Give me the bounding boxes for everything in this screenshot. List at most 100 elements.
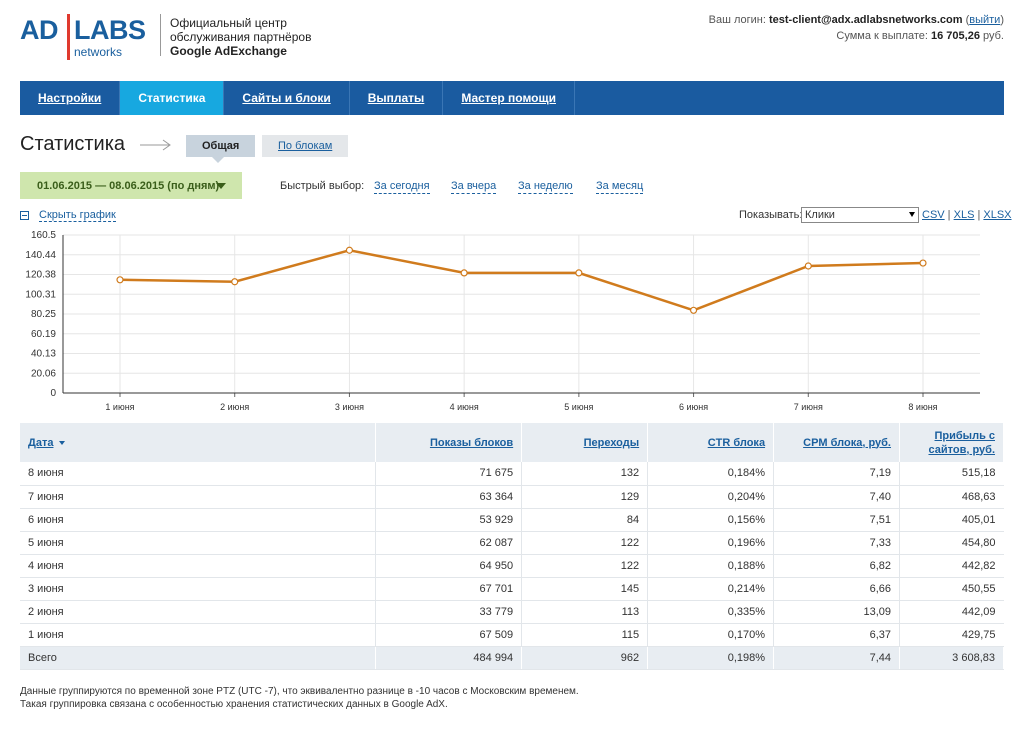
table-cell: 3 608,83 xyxy=(899,646,1004,670)
data-point xyxy=(575,269,583,277)
table-cell: 6,66 xyxy=(773,577,900,601)
table-cell: 0,188% xyxy=(647,554,775,578)
table-cell: 442,82 xyxy=(899,554,1004,578)
nav-sites-blocks[interactable]: Сайты и блоки xyxy=(224,81,350,115)
adlabs-logo[interactable]: AD LABS networks xyxy=(20,14,160,62)
table-cell: 0,214% xyxy=(647,577,775,601)
table-row: 8 июня 71 675 132 0,184% 7,19 515,18 xyxy=(20,462,1004,486)
payout-label: Сумма к выплате: xyxy=(836,30,928,42)
table-cell: 145 xyxy=(521,577,649,601)
nav-help-wizard[interactable]: Мастер помощи xyxy=(443,81,575,115)
col-impressions-header[interactable]: Показы блоков xyxy=(375,423,523,462)
logo-bar xyxy=(67,14,70,60)
nav-payments[interactable]: Выплаты xyxy=(350,81,444,115)
tab-by-blocks[interactable]: По блокам xyxy=(262,135,349,157)
timezone-footnote: Данные группируются по временной зоне PT… xyxy=(20,685,579,711)
chevron-down-icon xyxy=(216,183,226,189)
payout-unit: руб. xyxy=(983,30,1004,42)
export-links: CSV | XLS | XLSX xyxy=(922,209,1012,221)
hide-graph-toggle[interactable]: Скрыть график xyxy=(20,209,116,222)
table-cell: 132 xyxy=(521,462,649,486)
table-cell: 8 июня xyxy=(20,462,377,486)
table-cell: 7 июня xyxy=(20,485,377,509)
table-cell: 71 675 xyxy=(375,462,523,486)
table-cell: 115 xyxy=(521,623,649,647)
data-point xyxy=(116,276,124,284)
table-cell: 5 июня xyxy=(20,531,377,555)
y-tick-label: 120.38 xyxy=(25,270,56,281)
col-clicks-header[interactable]: Переходы xyxy=(521,423,649,462)
login-info: Ваш логин: test-client@adx.adlabsnetwork… xyxy=(708,14,1004,42)
table-cell: 0,335% xyxy=(647,600,775,624)
table-cell: 13,09 xyxy=(773,600,900,624)
page-header: AD LABS networks Официальный центр обслу… xyxy=(0,0,1024,80)
quick-select-label: Быстрый выбор: xyxy=(280,180,365,192)
table-cell: 129 xyxy=(521,485,649,509)
clicks-series-line xyxy=(119,248,924,312)
data-point xyxy=(460,269,468,277)
table-cell: 6,82 xyxy=(773,554,900,578)
data-point xyxy=(689,306,698,314)
x-tick-label: 1 июня xyxy=(105,402,134,412)
table-cell: 6,37 xyxy=(773,623,900,647)
quick-month-link[interactable]: За месяц xyxy=(596,180,644,194)
table-cell: 450,55 xyxy=(899,577,1004,601)
export-xls-link[interactable]: XLS xyxy=(953,209,975,221)
quick-today-link[interactable]: За сегодня xyxy=(374,180,430,194)
data-point xyxy=(345,246,354,254)
x-tick-label: 5 июня xyxy=(564,402,593,412)
table-cell: 64 950 xyxy=(375,554,523,578)
sort-down-icon xyxy=(59,440,66,445)
clicks-line-chart: 0 20.06 40.13 60.19 80.25 100.31 120.38 140.44 1… xyxy=(25,230,980,412)
table-cell: 113 xyxy=(521,600,649,624)
table-row: 6 июня 53 929 84 0,156% 7,51 405,01 xyxy=(20,508,1004,532)
y-tick-label: 20.06 xyxy=(31,368,56,379)
table-cell: 3 июня xyxy=(20,577,377,601)
date-range-value: 01.06.2015 — 08.06.2015 (по дням) xyxy=(37,179,220,192)
data-point xyxy=(804,262,812,270)
metric-select[interactable]: Клики xyxy=(801,207,919,223)
nav-statistics[interactable]: Статистика xyxy=(120,81,225,115)
header-divider xyxy=(160,14,161,56)
nav-settings[interactable]: Настройки xyxy=(20,81,121,115)
col-cpm-header[interactable]: CPM блока, руб. xyxy=(773,423,900,462)
logo-ad-text: AD xyxy=(20,15,59,45)
quick-yesterday-link[interactable]: За вчера xyxy=(451,180,497,194)
logout-link[interactable]: выйти xyxy=(969,14,1001,26)
date-range-picker[interactable]: 01.06.2015 — 08.06.2015 (по дням) xyxy=(20,172,242,199)
table-cell: 122 xyxy=(521,554,649,578)
table-cell: 962 xyxy=(521,646,649,670)
table-cell: 67 509 xyxy=(375,623,523,647)
export-xlsx-link[interactable]: XLSX xyxy=(983,209,1012,221)
export-csv-link[interactable]: CSV xyxy=(922,209,945,221)
x-tick-label: 8 июня xyxy=(908,402,937,412)
y-tick-label: 80.25 xyxy=(31,309,56,320)
table-cell: 53 929 xyxy=(375,508,523,532)
table-cell: Всего xyxy=(20,646,377,670)
table-cell: 122 xyxy=(521,531,649,555)
x-tick-label: 4 июня xyxy=(450,402,479,412)
table-cell: 7,19 xyxy=(773,462,900,486)
x-tick-label: 3 июня xyxy=(335,402,364,412)
header-desc-line1: Официальный центр xyxy=(170,16,287,30)
table-cell: 484 994 xyxy=(375,646,523,670)
quick-week-link[interactable]: За неделю xyxy=(518,180,573,194)
table-cell: 6 июня xyxy=(20,508,377,532)
chevron-down-icon xyxy=(909,212,915,217)
hide-graph-label: Скрыть график xyxy=(39,209,116,222)
header-desc-line2: обслуживания партнёров xyxy=(170,30,312,44)
table-row: 5 июня 62 087 122 0,196% 7,33 454,80 xyxy=(20,531,1004,555)
table-row: 2 июня 33 779 113 0,335% 13,09 442,09 xyxy=(20,600,1004,624)
table-cell: 0,156% xyxy=(647,508,775,532)
col-date-header[interactable]: Дата xyxy=(20,423,377,462)
x-tick-label: 2 июня xyxy=(220,402,249,412)
col-revenue-header[interactable]: Прибыль с сайтов, руб. xyxy=(899,423,1004,462)
col-ctr-header[interactable]: CTR блока xyxy=(647,423,775,462)
tab-general[interactable]: Общая xyxy=(186,135,256,157)
y-tick-label: 140.44 xyxy=(25,250,56,261)
table-cell: 4 июня xyxy=(20,554,377,578)
table-cell: 84 xyxy=(521,508,649,532)
table-cell: 7,40 xyxy=(773,485,900,509)
data-point xyxy=(919,259,927,267)
header-description: Официальный центр обслуживания партнёров… xyxy=(170,16,311,58)
